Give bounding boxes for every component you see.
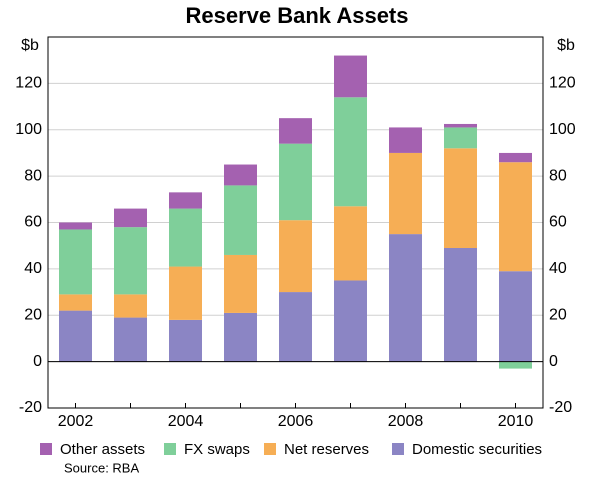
bar-segment xyxy=(389,127,422,153)
bar-segment xyxy=(59,229,92,295)
bar-segment xyxy=(169,266,202,320)
legend-label: Net reserves xyxy=(284,441,369,458)
bar-segment xyxy=(169,208,202,267)
y2-tick-label: 0 xyxy=(549,353,558,370)
legend-label: Other assets xyxy=(60,441,145,458)
source-note: Source: RBA xyxy=(64,460,139,475)
y2-tick-label: 60 xyxy=(549,214,567,231)
y2-tick-label: 100 xyxy=(549,121,576,138)
legend-swatch xyxy=(40,443,52,455)
bar-segment xyxy=(334,280,367,362)
x-tick-label: 2004 xyxy=(168,413,204,430)
legend-label: FX swaps xyxy=(184,441,250,458)
bar-segment xyxy=(444,248,477,362)
y2-tick-label: 80 xyxy=(549,167,567,184)
legend-swatch xyxy=(164,443,176,455)
y2-tick-label: 40 xyxy=(549,260,567,277)
bar-segment xyxy=(114,208,147,228)
bar-segment xyxy=(499,361,532,369)
legend-label: Domestic securities xyxy=(412,441,542,458)
y-tick-label: 60 xyxy=(24,214,42,231)
y-tick-label: 100 xyxy=(15,121,42,138)
y-axis-label: $b xyxy=(21,37,39,54)
x-tick-label: 2006 xyxy=(278,413,314,430)
bar-segment xyxy=(224,164,257,186)
y2-axis-label: $b xyxy=(557,37,575,54)
bar-segment xyxy=(59,222,92,230)
bar-segment xyxy=(334,206,367,281)
legend-swatch xyxy=(392,443,404,455)
y2-tick-label: -20 xyxy=(549,399,572,416)
x-tick-label: 2002 xyxy=(58,413,94,430)
legend-swatch xyxy=(264,443,276,455)
y-tick-label: -20 xyxy=(19,399,42,416)
bar-segment xyxy=(334,97,367,207)
bar-segment xyxy=(224,185,257,255)
bar-segment xyxy=(224,312,257,362)
bar-segment xyxy=(499,271,532,362)
bar-segment xyxy=(279,143,312,221)
bar-segment xyxy=(169,319,202,362)
plot-frame xyxy=(47,36,544,409)
y2-tick-label: 20 xyxy=(549,306,567,323)
bar-segment xyxy=(499,162,532,272)
chart-title: Reserve Bank Assets xyxy=(186,3,409,28)
bar-segment xyxy=(59,294,92,311)
bar-segment xyxy=(279,220,312,293)
bar-segment xyxy=(334,55,367,98)
x-tick-label: 2008 xyxy=(388,413,424,430)
bar-segment xyxy=(224,254,257,313)
bar-segment xyxy=(59,310,92,362)
y-tick-label: 20 xyxy=(24,306,42,323)
x-tick-label: 2010 xyxy=(498,413,534,430)
bar-segment xyxy=(389,152,422,235)
bar-segment xyxy=(169,192,202,209)
y2-tick-label: 120 xyxy=(549,75,576,92)
y-tick-label: 0 xyxy=(33,353,42,370)
bar-segment xyxy=(114,294,147,318)
y-tick-label: 40 xyxy=(24,260,42,277)
bar-segment xyxy=(279,292,312,362)
bar-segment xyxy=(389,234,422,362)
bar-segment xyxy=(444,123,477,128)
bar-segment xyxy=(444,127,477,149)
bar-segment xyxy=(114,227,147,295)
bar-segment xyxy=(444,148,477,249)
bar-segment xyxy=(114,317,147,362)
y-tick-label: 120 xyxy=(15,75,42,92)
bar-segment xyxy=(279,118,312,144)
y-tick-label: 80 xyxy=(24,167,42,184)
bar-segment xyxy=(499,152,532,163)
